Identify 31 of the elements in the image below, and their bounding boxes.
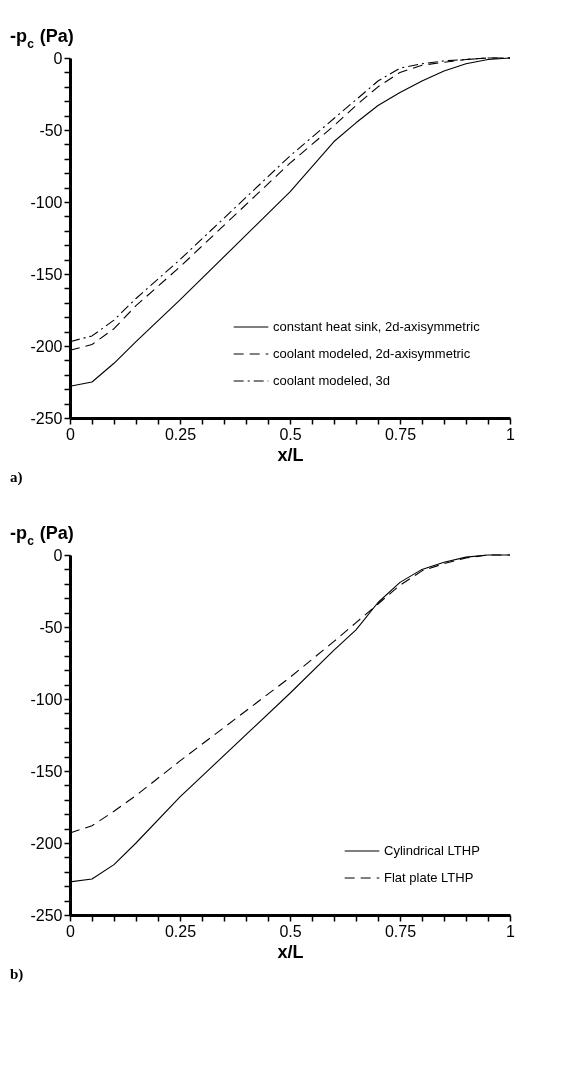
x-tick-label: 0.75 <box>384 425 417 443</box>
y-tick-label: -250 <box>30 906 63 924</box>
x-tick-label: 1 <box>506 425 516 443</box>
y-tick-label: -50 <box>39 618 63 636</box>
y-tick-label: 0 <box>53 546 63 564</box>
legend-label: Flat plate LTHP <box>384 870 474 885</box>
x-tick-label: 0.5 <box>279 425 302 443</box>
x-tick-label: 0.75 <box>384 922 417 940</box>
x-tick-label: 0.25 <box>164 425 197 443</box>
x-axis-title: x/L <box>277 444 304 465</box>
y-tick-label: 0 <box>53 49 63 67</box>
text: b) <box>10 966 24 983</box>
legend-label: coolant modeled, 2d-axisymmetric <box>273 346 471 361</box>
x-axis-title: x/L <box>277 941 304 962</box>
legend-label: coolant modeled, 3d <box>273 373 391 388</box>
y-tick-label: -150 <box>30 762 63 780</box>
x-tick-label: 0 <box>66 425 76 443</box>
x-tick-label: 0.5 <box>279 922 302 940</box>
legend-label: constant heat sink, 2d-axisymmetric <box>273 319 481 334</box>
y-tick-label: -100 <box>30 690 63 708</box>
x-tick-label: 0.25 <box>164 922 197 940</box>
x-tick-label: 1 <box>506 922 516 940</box>
y-tick-label: -100 <box>30 193 63 211</box>
text: a) <box>10 469 23 486</box>
y-tick-label: -150 <box>30 265 63 283</box>
y-tick-label: -200 <box>30 337 63 355</box>
y-tick-label: -250 <box>30 409 63 427</box>
y-tick-label: -200 <box>30 834 63 852</box>
x-tick-label: 0 <box>66 922 76 940</box>
y-tick-label: -50 <box>39 121 63 139</box>
legend-label: Cylindrical LTHP <box>384 843 480 858</box>
